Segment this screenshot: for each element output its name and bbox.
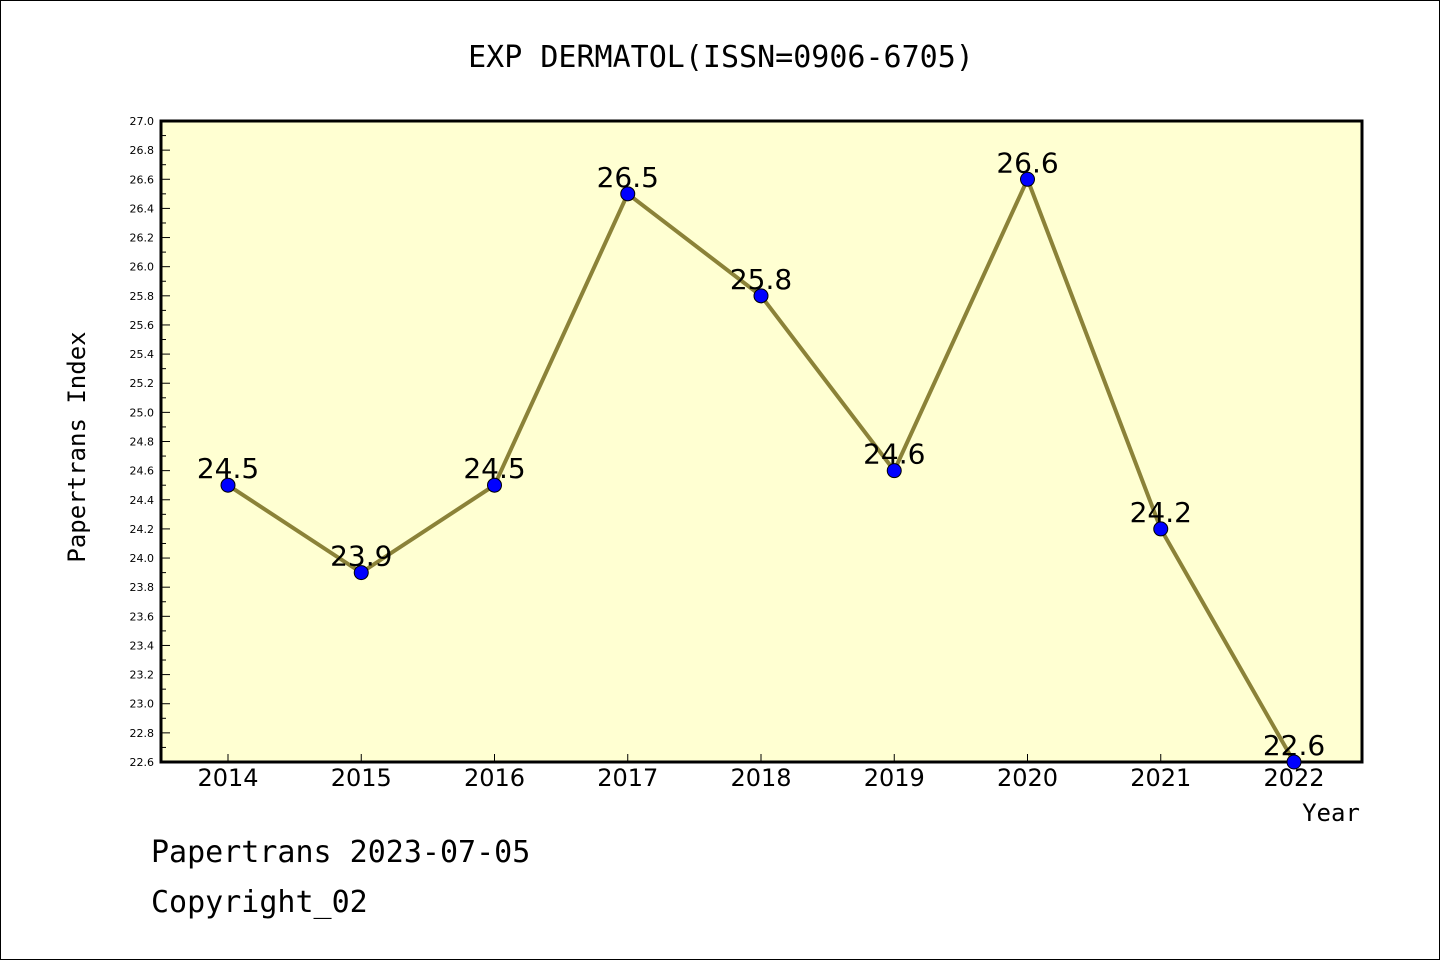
data-point [1286, 754, 1302, 770]
y-tick-label: 25.0 [130, 406, 155, 419]
y-tick-label: 25.6 [130, 319, 155, 332]
footer-date: Papertrans 2023-07-05 [151, 835, 531, 870]
y-tick-label: 24.2 [130, 523, 155, 536]
data-label: 24.2 [1130, 496, 1192, 529]
x-tick-label: 2016 [464, 764, 525, 792]
y-tick-label: 23.2 [130, 669, 155, 682]
data-label: 25.8 [730, 263, 792, 296]
data-point [1153, 521, 1169, 537]
y-tick-label: 23.8 [130, 581, 155, 594]
y-tick-label: 24.4 [130, 494, 155, 507]
y-tick-label: 23.6 [130, 610, 155, 623]
data-point [886, 463, 902, 479]
y-tick-label: 22.6 [130, 756, 155, 769]
chart-title: EXP DERMATOL(ISSN=0906-6705) [468, 40, 974, 75]
y-axis-label: Papertrans Index [63, 331, 91, 562]
data-label: 22.6 [1263, 729, 1325, 762]
data-point [1020, 171, 1035, 187]
data-point [620, 186, 636, 202]
x-tick-label: 2015 [331, 764, 392, 792]
x-tick-label: 2020 [997, 764, 1058, 792]
y-tick-label: 23.0 [130, 698, 155, 711]
y-tick-label: 24.8 [130, 436, 155, 449]
data-label: 26.5 [597, 161, 659, 194]
x-tick-label: 2018 [730, 764, 791, 792]
data-point [353, 565, 369, 581]
data-label: 24.6 [863, 438, 925, 471]
y-tick-label: 24.6 [130, 465, 155, 478]
y-tick-label: 26.8 [130, 144, 155, 157]
y-tick-label: 26.6 [130, 173, 155, 186]
y-tick-label: 26.2 [130, 232, 155, 245]
y-tick-label: 27.0 [130, 115, 155, 128]
y-tick-label: 26.0 [130, 261, 155, 274]
y-tick-label: 25.8 [130, 290, 155, 303]
footer-copyright: Copyright_02 [151, 885, 368, 920]
data-point [753, 288, 769, 304]
data-label: 24.5 [197, 452, 259, 485]
data-point [220, 477, 236, 493]
data-label: 24.5 [463, 452, 525, 485]
x-tick-label: 2019 [864, 764, 925, 792]
data-label: 23.9 [330, 540, 392, 573]
y-tick-label: 25.4 [130, 348, 155, 361]
y-tick-label: 22.8 [130, 727, 155, 740]
x-tick-label: 2017 [597, 764, 658, 792]
y-tick-label: 23.4 [130, 639, 155, 652]
y-tick-label: 24.0 [130, 552, 155, 565]
data-point [487, 477, 502, 493]
data-label: 26.6 [996, 146, 1058, 179]
y-tick-label: 26.4 [130, 202, 155, 215]
x-tick-label: 2021 [1130, 764, 1191, 792]
x-axis-label: Year [1302, 799, 1360, 827]
x-tick-label: 2014 [197, 764, 258, 792]
plot-area [161, 121, 1362, 762]
y-tick-label: 25.2 [130, 377, 155, 390]
